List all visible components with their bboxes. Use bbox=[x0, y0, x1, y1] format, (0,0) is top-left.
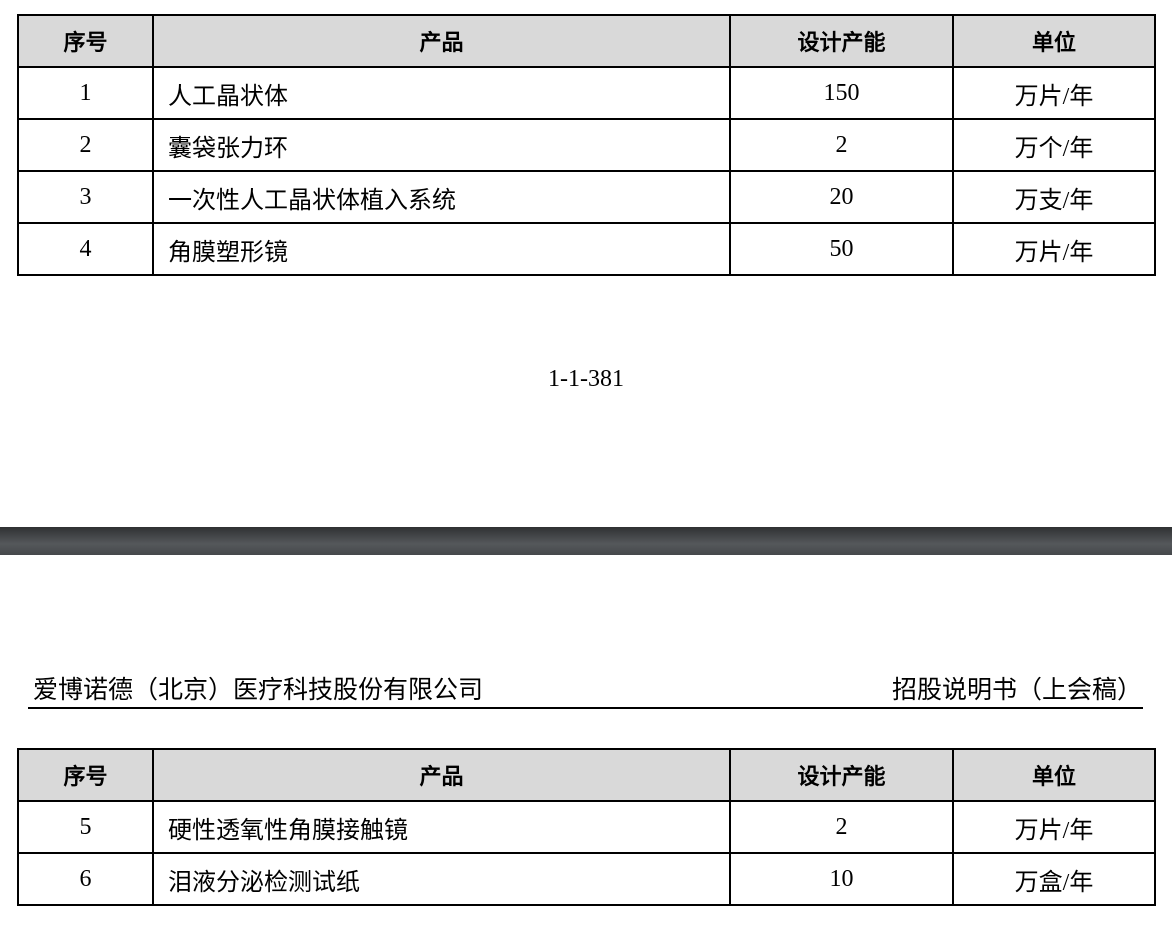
table-row: 4 角膜塑形镜 50 万片/年 bbox=[17, 222, 1156, 276]
header-product: 产品 bbox=[152, 748, 731, 802]
header-unit: 单位 bbox=[952, 748, 1156, 802]
table-header-row: 序号 产品 设计产能 单位 bbox=[17, 748, 1156, 802]
header-no: 序号 bbox=[17, 14, 154, 68]
cell-no: 2 bbox=[17, 118, 154, 172]
cell-capacity: 2 bbox=[729, 800, 954, 854]
table-row: 1 人工晶状体 150 万片/年 bbox=[17, 66, 1156, 120]
cell-unit: 万片/年 bbox=[952, 66, 1156, 120]
cell-capacity: 20 bbox=[729, 170, 954, 224]
cell-no: 1 bbox=[17, 66, 154, 120]
header-rule bbox=[28, 707, 1143, 709]
cell-capacity: 50 bbox=[729, 222, 954, 276]
header-doc-title: 招股说明书（上会稿） bbox=[891, 677, 1142, 704]
header-company: 爱博诺德（北京）医疗科技股份有限公司 bbox=[33, 677, 484, 704]
cell-unit: 万片/年 bbox=[952, 222, 1156, 276]
header-capacity: 设计产能 bbox=[729, 748, 954, 802]
cell-product: 一次性人工晶状体植入系统 bbox=[152, 170, 731, 224]
table-row: 5 硬性透氧性角膜接触镜 2 万片/年 bbox=[17, 800, 1156, 854]
cell-capacity: 2 bbox=[729, 118, 954, 172]
cell-no: 3 bbox=[17, 170, 154, 224]
table-header-row: 序号 产品 设计产能 单位 bbox=[17, 14, 1156, 68]
header-unit: 单位 bbox=[952, 14, 1156, 68]
header-capacity: 设计产能 bbox=[729, 14, 954, 68]
cell-capacity: 10 bbox=[729, 852, 954, 906]
cell-no: 4 bbox=[17, 222, 154, 276]
cell-no: 6 bbox=[17, 852, 154, 906]
cell-product: 人工晶状体 bbox=[152, 66, 731, 120]
cell-unit: 万个/年 bbox=[952, 118, 1156, 172]
cell-no: 5 bbox=[17, 800, 154, 854]
cell-unit: 万盒/年 bbox=[952, 852, 1156, 906]
cell-unit: 万片/年 bbox=[952, 800, 1156, 854]
page-number: 1-1-381 bbox=[548, 366, 624, 392]
capacity-table-page1: 序号 产品 设计产能 单位 1 人工晶状体 150 万片/年 2 囊袋张力环 2… bbox=[17, 14, 1156, 276]
table-row: 6 泪液分泌检测试纸 10 万盒/年 bbox=[17, 852, 1156, 906]
capacity-table-page2: 序号 产品 设计产能 单位 5 硬性透氧性角膜接触镜 2 万片/年 6 泪液分泌… bbox=[17, 748, 1156, 906]
header-no: 序号 bbox=[17, 748, 154, 802]
cell-product: 泪液分泌检测试纸 bbox=[152, 852, 731, 906]
table-row: 2 囊袋张力环 2 万个/年 bbox=[17, 118, 1156, 172]
cell-product: 硬性透氧性角膜接触镜 bbox=[152, 800, 731, 854]
page-separator bbox=[0, 527, 1172, 555]
cell-product: 囊袋张力环 bbox=[152, 118, 731, 172]
cell-unit: 万支/年 bbox=[952, 170, 1156, 224]
cell-capacity: 150 bbox=[729, 66, 954, 120]
header-product: 产品 bbox=[152, 14, 731, 68]
table-row: 3 一次性人工晶状体植入系统 20 万支/年 bbox=[17, 170, 1156, 224]
cell-product: 角膜塑形镜 bbox=[152, 222, 731, 276]
